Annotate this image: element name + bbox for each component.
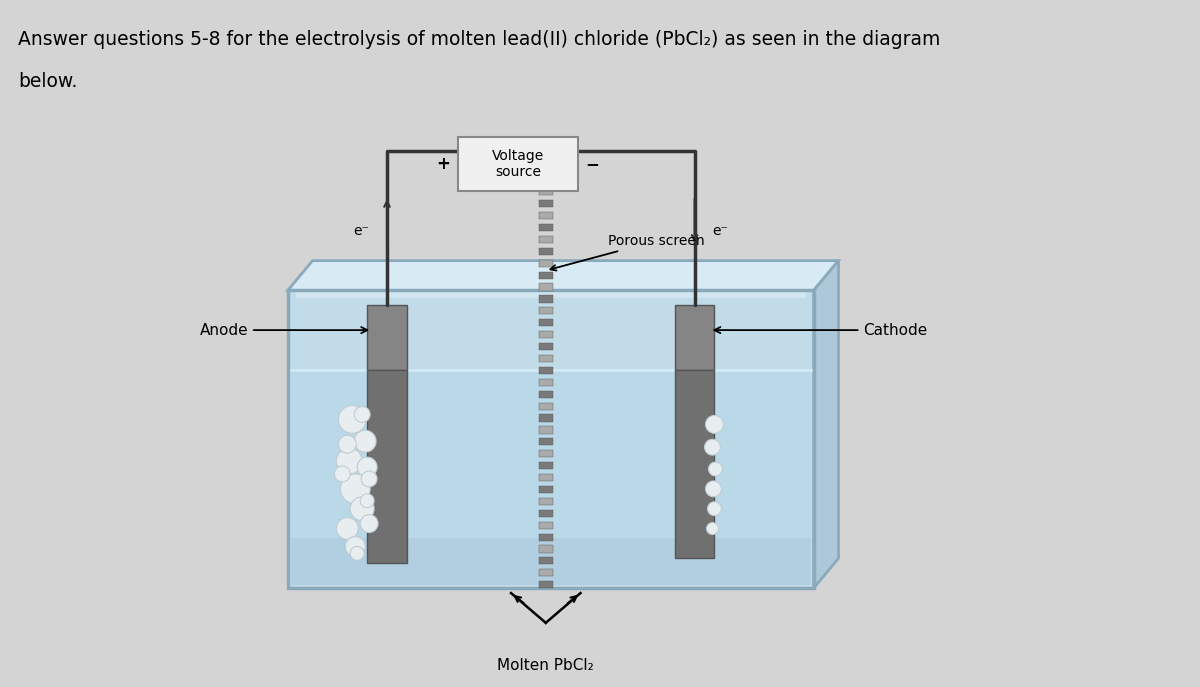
Polygon shape: [539, 557, 553, 565]
Circle shape: [360, 515, 378, 532]
Circle shape: [707, 523, 719, 534]
Polygon shape: [539, 545, 553, 552]
Polygon shape: [295, 291, 805, 298]
Polygon shape: [539, 271, 553, 279]
Text: Voltage
source: Voltage source: [492, 149, 544, 179]
Polygon shape: [539, 427, 553, 433]
Circle shape: [338, 405, 366, 433]
Polygon shape: [539, 307, 553, 315]
Polygon shape: [290, 370, 811, 585]
Polygon shape: [539, 284, 553, 291]
Polygon shape: [539, 319, 553, 326]
Circle shape: [335, 466, 350, 482]
Text: Answer questions 5-8 for the electrolysis of molten lead(II) chloride (PbCl₂) as: Answer questions 5-8 for the electrolysi…: [18, 30, 941, 49]
Circle shape: [708, 502, 721, 516]
Polygon shape: [539, 379, 553, 386]
Polygon shape: [367, 370, 407, 563]
Polygon shape: [539, 414, 553, 422]
Polygon shape: [674, 305, 714, 370]
Circle shape: [350, 546, 364, 561]
Polygon shape: [539, 343, 553, 350]
Text: e⁻: e⁻: [713, 224, 728, 238]
Polygon shape: [539, 462, 553, 469]
Polygon shape: [539, 248, 553, 255]
Circle shape: [706, 416, 724, 433]
Circle shape: [336, 517, 359, 539]
Polygon shape: [539, 486, 553, 493]
Polygon shape: [539, 534, 553, 541]
Text: −: −: [586, 155, 599, 173]
Circle shape: [358, 457, 377, 477]
Circle shape: [708, 462, 722, 476]
Text: Porous screen: Porous screen: [551, 234, 704, 271]
Polygon shape: [539, 570, 553, 576]
Circle shape: [336, 448, 362, 474]
Circle shape: [360, 494, 374, 508]
Text: Cathode: Cathode: [714, 323, 928, 337]
Circle shape: [338, 436, 356, 453]
Polygon shape: [539, 355, 553, 362]
Text: below.: below.: [18, 72, 77, 91]
Text: Anode: Anode: [199, 323, 367, 337]
Circle shape: [354, 407, 370, 423]
Polygon shape: [539, 260, 553, 267]
Polygon shape: [539, 212, 553, 219]
Circle shape: [346, 537, 365, 556]
Polygon shape: [539, 403, 553, 409]
Polygon shape: [539, 188, 553, 195]
Polygon shape: [288, 260, 839, 291]
Polygon shape: [539, 510, 553, 517]
Polygon shape: [288, 291, 814, 588]
Polygon shape: [539, 391, 553, 398]
Circle shape: [341, 474, 370, 504]
Text: +: +: [437, 155, 450, 173]
Polygon shape: [539, 224, 553, 231]
Polygon shape: [814, 260, 839, 588]
Polygon shape: [539, 498, 553, 505]
Polygon shape: [539, 200, 553, 207]
Circle shape: [354, 430, 376, 452]
Polygon shape: [539, 177, 553, 183]
Polygon shape: [539, 295, 553, 302]
Circle shape: [706, 481, 721, 497]
Polygon shape: [367, 305, 407, 370]
Polygon shape: [539, 581, 553, 588]
Polygon shape: [674, 370, 714, 559]
Polygon shape: [539, 438, 553, 445]
Text: e⁻: e⁻: [353, 224, 370, 238]
Polygon shape: [539, 450, 553, 458]
Polygon shape: [458, 137, 577, 191]
Polygon shape: [539, 236, 553, 243]
Circle shape: [361, 471, 377, 487]
Polygon shape: [539, 474, 553, 481]
Polygon shape: [539, 367, 553, 374]
Polygon shape: [539, 331, 553, 338]
Polygon shape: [290, 539, 811, 585]
Text: Molten PbCl₂: Molten PbCl₂: [497, 657, 594, 673]
Polygon shape: [539, 521, 553, 529]
Circle shape: [350, 497, 374, 521]
Circle shape: [704, 439, 720, 455]
